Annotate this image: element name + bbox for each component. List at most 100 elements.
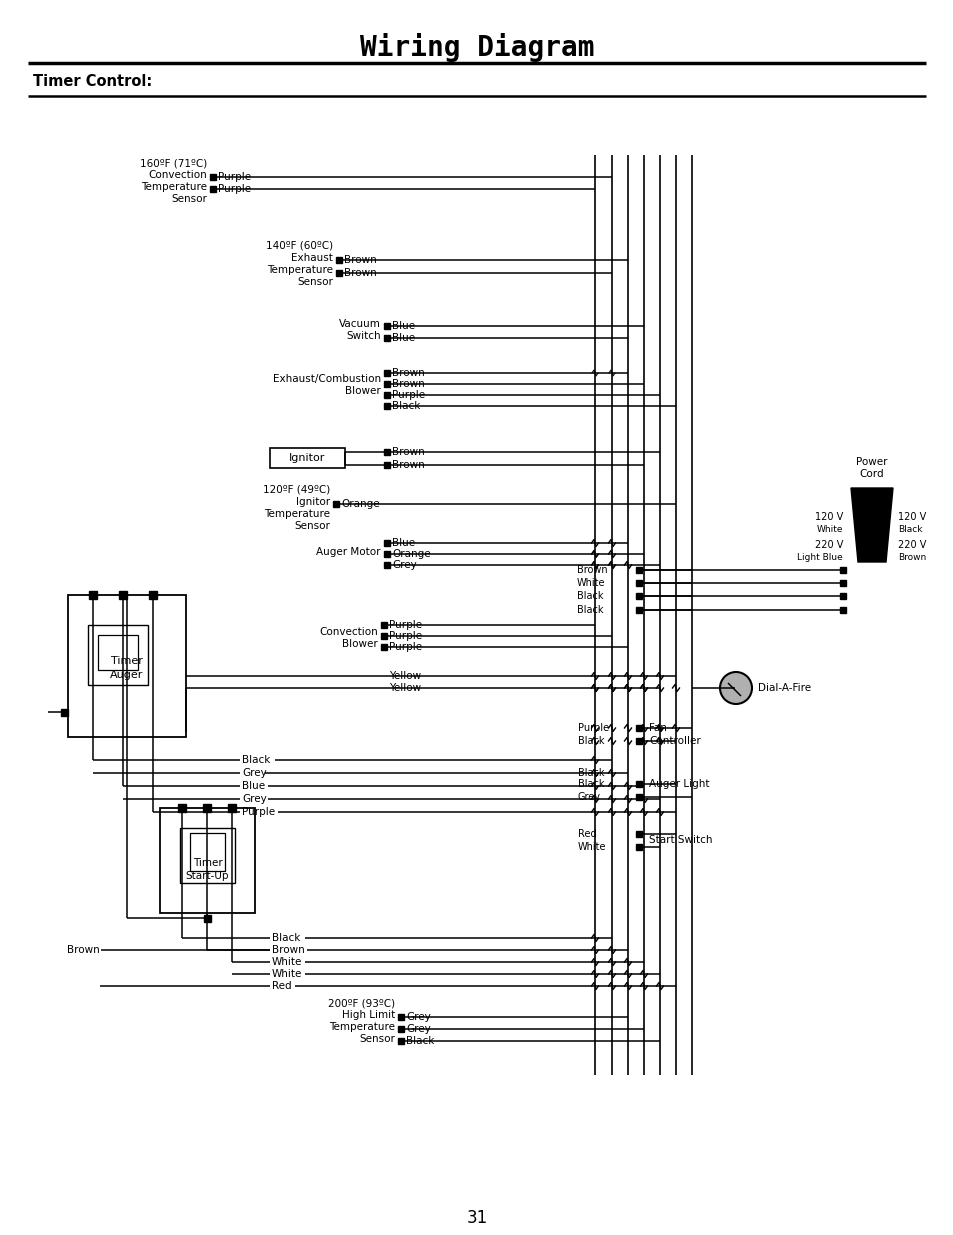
Text: Brown: Brown — [272, 945, 304, 955]
Bar — [335, 257, 341, 263]
Bar — [384, 540, 390, 546]
Text: 200ºF (93ºC): 200ºF (93ºC) — [328, 998, 395, 1008]
Text: Auger Motor: Auger Motor — [316, 547, 380, 557]
Text: Black: Black — [242, 755, 270, 764]
Text: Timer Control:: Timer Control: — [33, 74, 152, 89]
Text: Orange: Orange — [340, 499, 379, 509]
Text: Convection: Convection — [148, 170, 207, 180]
Text: Light Blue: Light Blue — [797, 552, 842, 562]
Bar — [380, 643, 387, 650]
Bar — [636, 725, 641, 731]
Bar — [204, 914, 211, 921]
Text: Black: Black — [392, 401, 420, 411]
Text: Brown: Brown — [392, 459, 424, 471]
Text: Brown: Brown — [577, 564, 607, 576]
Bar — [89, 592, 97, 599]
Text: Black: Black — [897, 525, 922, 534]
Text: Brown: Brown — [344, 268, 376, 278]
Bar — [68, 595, 186, 737]
Text: Black: Black — [272, 932, 300, 944]
Bar — [190, 832, 225, 871]
Text: Sensor: Sensor — [294, 521, 330, 531]
Text: 120ºF (49ºC): 120ºF (49ºC) — [262, 485, 330, 495]
Text: Red: Red — [578, 829, 596, 839]
Bar — [228, 804, 235, 811]
Text: Cord: Cord — [859, 469, 883, 479]
Text: Purple: Purple — [389, 631, 421, 641]
Text: White: White — [578, 842, 606, 852]
Text: Blue: Blue — [392, 321, 415, 331]
Bar — [98, 635, 138, 671]
Bar — [160, 808, 254, 913]
Text: Auger Light: Auger Light — [648, 779, 709, 789]
Text: Brown: Brown — [344, 254, 376, 266]
Text: Exhaust/Combustion: Exhaust/Combustion — [273, 374, 380, 384]
Bar — [636, 606, 641, 613]
Bar — [636, 844, 641, 850]
Text: Wiring Diagram: Wiring Diagram — [359, 33, 594, 63]
Text: Purple: Purple — [218, 184, 251, 194]
Text: 120 V: 120 V — [814, 513, 842, 522]
Text: Grey: Grey — [392, 559, 416, 571]
Bar — [384, 562, 390, 568]
Text: Black: Black — [406, 1036, 434, 1046]
Bar — [636, 781, 641, 787]
Text: Grey: Grey — [406, 1024, 431, 1034]
Text: Black: Black — [577, 605, 603, 615]
Text: Black: Black — [578, 779, 604, 789]
Bar — [270, 448, 345, 468]
Text: Purple: Purple — [218, 172, 251, 182]
Text: Grey: Grey — [578, 792, 600, 802]
Bar — [840, 567, 845, 573]
Bar — [397, 1037, 403, 1044]
Text: Timer: Timer — [111, 656, 143, 666]
Text: Sensor: Sensor — [358, 1034, 395, 1044]
Text: Purple: Purple — [578, 722, 608, 734]
Text: Switch: Switch — [346, 331, 380, 341]
Text: Brown: Brown — [392, 368, 424, 378]
Bar — [636, 567, 641, 573]
Circle shape — [720, 672, 751, 704]
Text: Orange: Orange — [392, 550, 430, 559]
Text: Ignitor: Ignitor — [289, 453, 325, 463]
Text: Purple: Purple — [242, 806, 274, 818]
Bar — [335, 270, 341, 275]
Text: Brown: Brown — [67, 945, 100, 955]
Text: Purple: Purple — [389, 620, 421, 630]
Text: Black: Black — [578, 768, 604, 778]
Text: Blower: Blower — [345, 387, 380, 396]
Text: Fan: Fan — [648, 722, 666, 734]
Text: Blue: Blue — [392, 538, 415, 548]
Text: 220 V: 220 V — [814, 540, 842, 550]
Text: Black: Black — [577, 592, 603, 601]
Bar — [380, 634, 387, 638]
Bar — [636, 831, 641, 837]
Bar — [384, 551, 390, 557]
Text: Brown: Brown — [392, 379, 424, 389]
Polygon shape — [850, 488, 892, 562]
Text: Brown: Brown — [897, 552, 925, 562]
Text: Temperature: Temperature — [267, 266, 333, 275]
Text: Brown: Brown — [392, 447, 424, 457]
Text: Blue: Blue — [392, 333, 415, 343]
Text: Vacuum: Vacuum — [338, 319, 380, 329]
Text: Purple: Purple — [392, 390, 425, 400]
Bar — [384, 403, 390, 409]
Bar — [397, 1026, 403, 1032]
Bar — [119, 592, 127, 599]
Text: Grey: Grey — [406, 1011, 431, 1023]
Text: Grey: Grey — [242, 768, 267, 778]
Text: 140ºF (60ºC): 140ºF (60ºC) — [266, 241, 333, 251]
Bar — [88, 625, 148, 685]
Text: Sensor: Sensor — [171, 194, 207, 204]
Bar — [384, 324, 390, 329]
Text: Yellow: Yellow — [389, 671, 420, 680]
Text: Auger: Auger — [111, 671, 144, 680]
Text: Purple: Purple — [389, 642, 421, 652]
Text: Grey: Grey — [242, 794, 267, 804]
Text: Exhaust: Exhaust — [291, 253, 333, 263]
Text: White: White — [577, 578, 605, 588]
Bar — [180, 827, 234, 883]
Text: 120 V: 120 V — [897, 513, 925, 522]
Bar — [840, 580, 845, 585]
